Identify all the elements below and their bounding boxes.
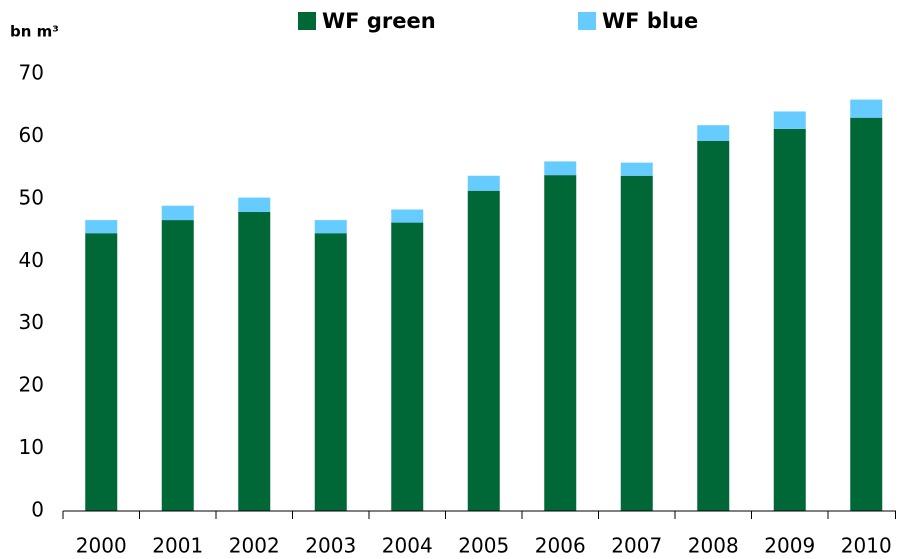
bar-segment [85, 233, 118, 511]
bar-segment [85, 220, 118, 234]
y-tick-label: 10 [19, 435, 44, 459]
y-tick-label: 20 [19, 373, 44, 397]
x-tick-label: 2002 [229, 534, 280, 558]
bar-segment [467, 190, 500, 511]
bar-segment [697, 125, 730, 141]
legend-swatch [298, 12, 316, 30]
bar-segment [161, 205, 194, 221]
bar-segment [391, 222, 424, 511]
bar-segment [161, 220, 194, 511]
x-tick-label: 2003 [305, 534, 356, 558]
bar-segment [314, 220, 347, 234]
bar-segment [544, 161, 577, 176]
bar-segment [620, 162, 653, 176]
legend-label: WF blue [602, 9, 698, 33]
bar-segment [773, 111, 806, 129]
x-tick-label: 2009 [764, 534, 815, 558]
y-tick-label: 30 [19, 310, 44, 334]
bar-segment [238, 197, 271, 212]
y-tick-label: 70 [19, 61, 44, 85]
x-tick-label: 2008 [688, 534, 739, 558]
bar-segment [314, 233, 347, 511]
bar-segment [697, 140, 730, 511]
legend-swatch [578, 12, 596, 30]
x-tick-label: 2007 [611, 534, 662, 558]
legend-label: WF green [322, 9, 436, 33]
x-tick-label: 2000 [76, 534, 127, 558]
bar-segment [238, 211, 271, 511]
bar-segment [391, 209, 424, 223]
x-tick-label: 2005 [458, 534, 509, 558]
bar-segment [544, 175, 577, 512]
y-tick-label: 40 [19, 248, 44, 272]
bar-segment [467, 175, 500, 191]
y-tick-label: 50 [19, 185, 44, 209]
x-tick-label: 2006 [535, 534, 586, 558]
y-tick-label: 0 [31, 498, 44, 522]
bar-segment [773, 128, 806, 512]
x-tick-label: 2001 [152, 534, 203, 558]
bar-segment [850, 117, 883, 511]
bar-segment [850, 99, 883, 118]
x-tick-label: 2010 [841, 534, 892, 558]
bar-segment [620, 175, 653, 511]
y-tick-label: 60 [19, 123, 44, 147]
y-axis-label: bn m³ [10, 23, 59, 41]
x-tick-label: 2004 [382, 534, 433, 558]
